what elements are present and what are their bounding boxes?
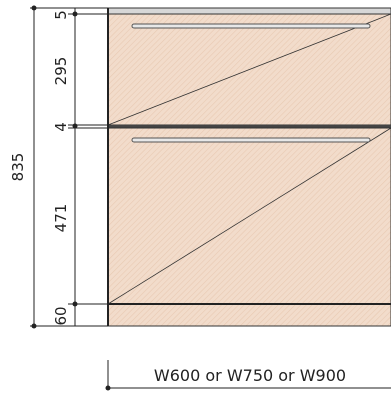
segment-label-drawer-gap: 4 [52, 122, 70, 132]
lower-drawer-swing-line [107, 127, 391, 305]
upper-drawer-swing-line [107, 13, 391, 126]
segment-label-upper-drawer: 295 [52, 57, 70, 86]
cabinet-body [107, 7, 391, 327]
segment-dimensions: 5 295 4 471 60 [52, 8, 108, 326]
plinth [107, 303, 391, 327]
overall-height-dimension: 835 [9, 5, 108, 329]
segment-label-lower-drawer: 471 [52, 204, 70, 233]
drawer-gap [108, 125, 391, 128]
segment-label-plinth: 60 [52, 306, 70, 325]
overall-height-label: 835 [9, 153, 27, 182]
countertop-strip [107, 7, 391, 15]
lower-drawer-handle [131, 137, 371, 143]
width-label: W600 or W750 or W900 [154, 366, 346, 385]
segment-label-top-strip: 5 [52, 10, 70, 20]
width-dimension: W600 or W750 or W900 [105, 360, 391, 391]
upper-drawer-handle [131, 23, 371, 29]
